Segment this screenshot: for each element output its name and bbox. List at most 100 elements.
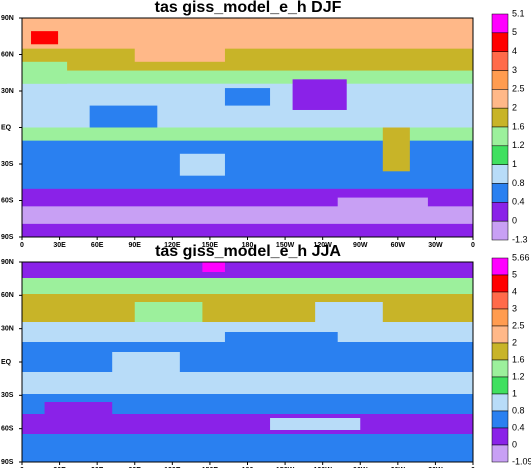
colorbar-label: 5.66 <box>512 252 530 262</box>
colorbar-label: 2.5 <box>512 84 525 94</box>
lat-label: 60N <box>1 292 14 299</box>
colorbar-box <box>491 32 509 52</box>
map-patch <box>202 262 225 272</box>
colorbar-label: 5 <box>512 269 517 279</box>
map-band <box>22 450 473 463</box>
colorbar-label: 0.4 <box>512 197 525 207</box>
lon-label: 30E <box>53 242 66 249</box>
map-patch <box>292 79 347 110</box>
colorbar-label: 1.6 <box>512 121 525 131</box>
colorbar-label: 1.2 <box>512 140 525 150</box>
map-patch <box>89 105 158 128</box>
colorbar-label: -1.3 <box>512 234 528 244</box>
lon-label: 150E <box>202 242 219 249</box>
lon-label: 90E <box>129 242 142 249</box>
colorbar-label: 0 <box>512 439 517 449</box>
lat-label: 60S <box>1 426 14 433</box>
colorbar-label: 1.6 <box>512 354 525 364</box>
lat-label: 60N <box>1 51 14 58</box>
colorbar-box <box>491 183 509 203</box>
colorbar-box <box>491 325 509 344</box>
lat-label: EQ <box>1 359 12 366</box>
colorbar-box <box>491 164 509 184</box>
map-band <box>22 18 473 50</box>
colorbar-box <box>491 145 509 165</box>
lat-label: 30N <box>1 326 14 333</box>
lon-label: 0 <box>471 242 475 249</box>
colorbar-box <box>491 342 509 361</box>
lat-label: EQ <box>1 124 12 131</box>
colorbar-box <box>491 220 509 241</box>
colorbar-box <box>491 13 509 34</box>
map-patch <box>315 302 383 332</box>
map-band <box>22 372 473 395</box>
colorbar-label: 0.4 <box>512 422 525 432</box>
colorbar-box <box>491 376 509 395</box>
colorbar-box <box>491 51 509 71</box>
lat-label: 90S <box>1 234 14 241</box>
colorbar-box <box>491 274 509 293</box>
colorbar-box <box>491 126 509 147</box>
map-band <box>22 394 473 415</box>
colorbar-box <box>491 107 509 128</box>
lon-label: 120E <box>164 242 181 249</box>
colorbar-box <box>491 291 509 310</box>
map-patch <box>22 294 113 322</box>
lon-label: 120W <box>314 242 333 249</box>
colorbar-box <box>491 393 509 412</box>
colorbar-label: 4 <box>512 46 517 56</box>
panel-title: tas giss_model_e_h DJF <box>155 0 342 16</box>
lon-label: 180 <box>242 242 254 249</box>
colorbar-label: 1 <box>512 388 517 398</box>
lon-label: 90W <box>353 242 368 249</box>
lat-label: 30S <box>1 392 14 399</box>
colorbar-box <box>491 257 509 276</box>
colorbar-box <box>491 444 509 463</box>
lat-label: 90N <box>1 15 14 22</box>
map-patch <box>22 61 68 84</box>
colorbar-box <box>491 427 509 446</box>
map-band <box>22 70 473 85</box>
lon-label: 30W <box>428 242 443 249</box>
lat-label: 30S <box>1 161 14 168</box>
colorbar-label: 0 <box>512 216 517 226</box>
lon-label: 60E <box>91 242 104 249</box>
map-patch <box>337 197 428 216</box>
colorbar-box <box>491 308 509 327</box>
map-patch <box>112 352 180 382</box>
map-band <box>22 166 473 190</box>
colorbar-label: -1.09 <box>512 456 531 466</box>
colorbar-label: 1.2 <box>512 371 525 381</box>
map-band <box>22 278 473 295</box>
map-band <box>22 48 473 72</box>
colorbar-label: 2 <box>512 337 517 347</box>
lat-label: 60S <box>1 197 14 204</box>
map-patch <box>270 418 361 430</box>
colorbar-box <box>491 359 509 378</box>
lat-label: 90N <box>1 259 14 266</box>
colorbar-box <box>491 89 509 109</box>
colorbar-box <box>491 70 509 90</box>
lon-label: 150W <box>276 242 295 249</box>
map-patch <box>382 127 410 172</box>
colorbar-label: 3 <box>512 303 517 313</box>
map-band <box>22 223 473 238</box>
colorbar-label: 2 <box>512 103 517 113</box>
lat-label: 90S <box>1 459 14 466</box>
map-patch <box>224 88 271 106</box>
map-band <box>22 127 473 142</box>
map-patch <box>179 153 225 176</box>
colorbar-box <box>491 410 509 429</box>
lon-label: 60W <box>391 242 406 249</box>
panel-title: tas giss_model_e_h JJA <box>155 243 341 260</box>
colorbar-label: 3 <box>512 65 517 75</box>
map-band <box>22 434 473 451</box>
map-patch <box>134 302 203 322</box>
colorbar-label: 5 <box>512 27 517 37</box>
colorbar-label: 0.8 <box>512 178 525 188</box>
lat-label: 30N <box>1 88 14 95</box>
map-patch <box>134 39 225 62</box>
map-patch <box>31 31 59 45</box>
colorbar-label: 4 <box>512 286 517 296</box>
